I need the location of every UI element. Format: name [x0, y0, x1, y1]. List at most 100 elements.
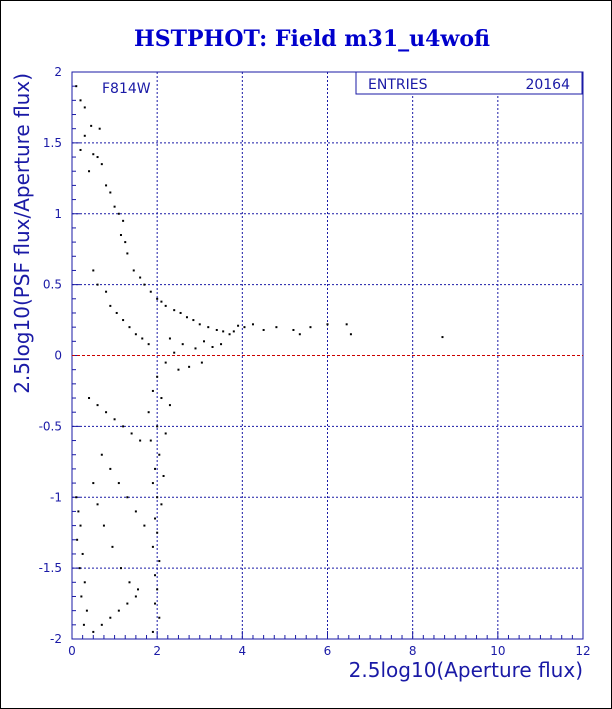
- data-point: [156, 425, 159, 428]
- data-point: [168, 404, 171, 407]
- data-point: [192, 319, 195, 322]
- data-point: [345, 323, 348, 326]
- data-point: [158, 616, 161, 619]
- data-point: [83, 134, 86, 137]
- y-tick-label: -2: [50, 632, 62, 646]
- data-point: [158, 560, 161, 563]
- data-point: [100, 163, 103, 166]
- data-point: [154, 602, 157, 605]
- axis-ticks: [71, 71, 584, 640]
- data-point: [162, 474, 165, 477]
- data-point: [92, 630, 95, 633]
- data-point: [149, 439, 152, 442]
- data-point: [164, 432, 167, 435]
- data-point: [215, 328, 218, 331]
- chart-title: HSTPHOT: Field m31_u4wofi: [134, 26, 490, 52]
- data-point: [79, 148, 82, 151]
- filter-label: F814W: [102, 81, 151, 97]
- data-point: [81, 552, 84, 555]
- data-point: [100, 453, 103, 456]
- data-point: [96, 156, 99, 159]
- data-point: [237, 324, 240, 327]
- data-point: [207, 326, 210, 329]
- data-point: [173, 309, 176, 312]
- data-point: [243, 326, 246, 329]
- data-points: [75, 85, 444, 633]
- data-point: [156, 496, 159, 499]
- data-point: [168, 337, 171, 340]
- data-point: [79, 99, 82, 102]
- data-point: [75, 85, 78, 88]
- data-point: [203, 340, 206, 343]
- data-point: [76, 538, 79, 541]
- data-point: [164, 361, 167, 364]
- data-point: [173, 351, 176, 354]
- data-point: [156, 531, 159, 534]
- data-point: [232, 330, 235, 333]
- x-tick-label: 10: [490, 644, 505, 658]
- data-point: [92, 482, 95, 485]
- data-point: [309, 326, 312, 329]
- data-point: [102, 524, 105, 527]
- data-point: [111, 545, 114, 548]
- data-point: [122, 319, 125, 322]
- data-point: [349, 333, 352, 336]
- data-point: [130, 432, 133, 435]
- data-point: [109, 467, 112, 470]
- data-point: [109, 191, 112, 194]
- data-point: [211, 345, 214, 348]
- y-tick-label: -0.5: [39, 419, 62, 433]
- data-point: [96, 503, 99, 506]
- data-point: [105, 411, 108, 414]
- data-point: [90, 124, 93, 127]
- data-point: [105, 290, 108, 293]
- data-point: [134, 333, 137, 336]
- data-point: [262, 328, 265, 331]
- data-point: [441, 336, 444, 339]
- data-point: [80, 595, 83, 598]
- x-tick-label: 6: [324, 644, 332, 658]
- data-point: [177, 368, 180, 371]
- data-point: [122, 219, 125, 222]
- data-point: [124, 241, 127, 244]
- y-tick-label: 1.5: [43, 136, 62, 150]
- data-point: [88, 397, 91, 400]
- data-point: [143, 283, 146, 286]
- data-point: [275, 326, 278, 329]
- data-point: [122, 425, 125, 428]
- data-point: [137, 588, 140, 591]
- data-point: [92, 153, 95, 156]
- data-point: [109, 304, 112, 307]
- y-tick-label: 1: [54, 207, 62, 221]
- data-point: [158, 453, 161, 456]
- data-point: [143, 524, 146, 527]
- x-tick-label: 2: [153, 644, 161, 658]
- y-tick-label: 2: [54, 65, 62, 79]
- data-point: [115, 311, 118, 314]
- x-tick-label: 0: [68, 644, 76, 658]
- data-point: [85, 609, 88, 612]
- data-point: [147, 343, 150, 346]
- data-point: [251, 323, 254, 326]
- data-point: [181, 343, 184, 346]
- data-point: [156, 297, 159, 300]
- x-tick-label: 4: [239, 644, 247, 658]
- data-point: [119, 567, 122, 570]
- data-point: [164, 304, 167, 307]
- data-point: [156, 375, 159, 378]
- data-point: [179, 311, 182, 314]
- data-point: [100, 623, 103, 626]
- data-point: [151, 545, 154, 548]
- data-point: [83, 581, 86, 584]
- data-point: [298, 333, 301, 336]
- data-point: [75, 496, 78, 499]
- data-point: [147, 411, 150, 414]
- stats-box: ENTRIES 20164: [355, 71, 583, 95]
- data-point: [77, 510, 80, 513]
- data-point: [92, 269, 95, 272]
- data-point: [96, 283, 99, 286]
- data-point: [134, 595, 137, 598]
- data-point: [151, 389, 154, 392]
